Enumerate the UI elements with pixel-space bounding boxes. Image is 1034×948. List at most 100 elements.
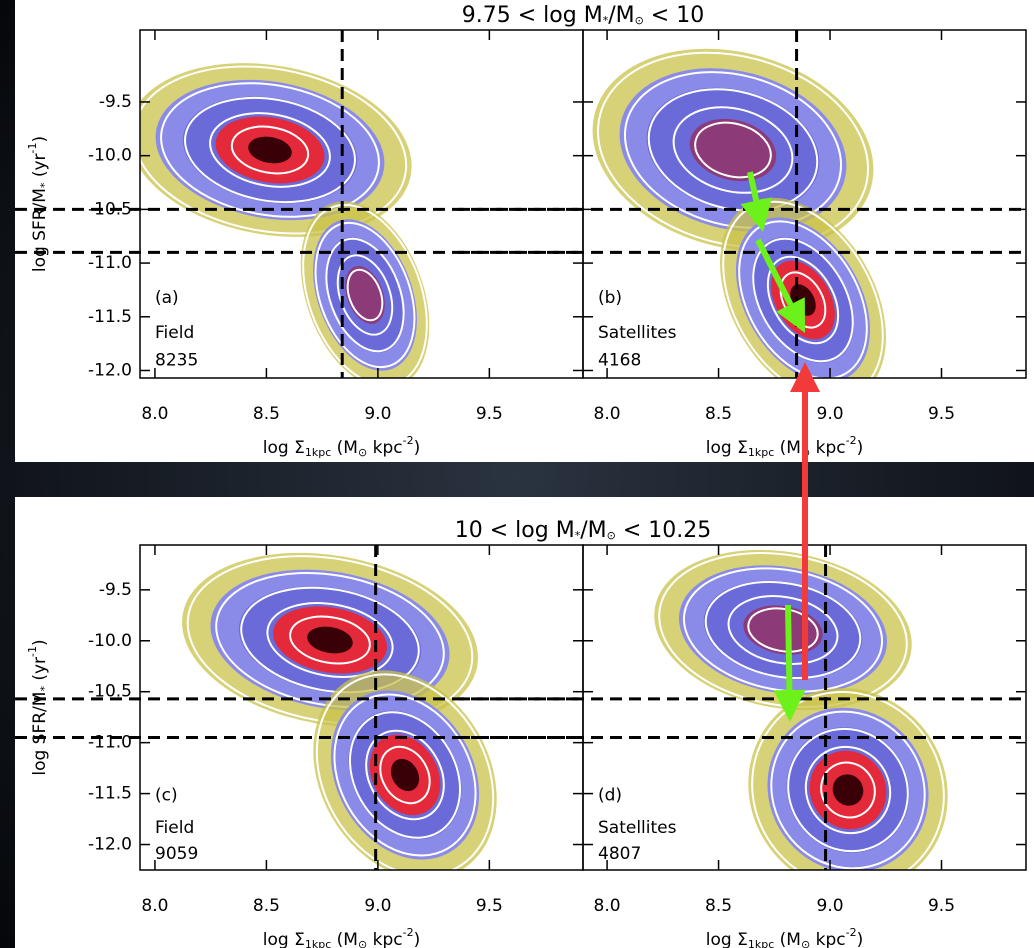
text-part: *	[575, 529, 581, 542]
text-part: kpc	[367, 930, 402, 948]
contour	[770, 710, 926, 870]
text-part: *	[38, 686, 51, 692]
x-axis-title: log Σ1kpc​ (M⊙​ kpc-2​)	[263, 434, 420, 459]
contour	[160, 82, 380, 218]
text-part: 10 < log M	[455, 518, 575, 543]
contour	[346, 268, 384, 322]
x-axis-title: log Σ1kpc​ (M⊙​ kpc-2​)	[706, 434, 863, 459]
panel-count: 8235	[155, 351, 198, 371]
x-axis-title: log Σ1kpc​ (M⊙​ kpc-2​)	[706, 926, 863, 948]
text-part: log Σ	[263, 930, 305, 948]
contour	[140, 65, 408, 235]
text-part: -2	[846, 926, 857, 939]
y-tick-label: -10.0	[88, 146, 132, 166]
contour	[289, 615, 371, 665]
density-peak	[307, 626, 353, 654]
y-tick-label: -11.0	[88, 733, 132, 753]
contour	[184, 96, 356, 204]
text-part: (yr	[30, 657, 50, 686]
chart-title: 9.75 < log M*​/M⊙​ < 10	[462, 3, 704, 28]
arrow-shaft	[785, 604, 793, 691]
x-tick-label: 8.5	[253, 404, 280, 424]
text-part: (M	[774, 438, 801, 458]
y-axis-title: log SFR/M*​ (yr-1​)	[26, 639, 51, 775]
text-part: 1kpc	[305, 938, 331, 948]
contour	[314, 221, 416, 369]
text-part: 9.75 < log M	[462, 3, 603, 28]
contour	[186, 555, 474, 725]
text-part: 1kpc	[748, 938, 774, 948]
text-part: log SFR/M	[30, 188, 50, 272]
text-part: (M	[331, 930, 358, 948]
x-tick-label: 8.0	[141, 404, 168, 424]
contour	[209, 112, 331, 188]
density-map	[140, 63, 430, 378]
text-part: kpc	[810, 930, 845, 948]
chart-title: 10 < log M*​/M⊙​ < 10.25	[455, 518, 711, 543]
text-part: 1kpc	[748, 446, 774, 459]
x-tick-label: 8.5	[705, 404, 732, 424]
contour	[240, 586, 420, 694]
x-tick-label: 9.5	[476, 404, 503, 424]
y-tick-label: -10.0	[88, 631, 132, 651]
contour	[658, 552, 908, 708]
contour	[766, 255, 840, 345]
contour	[787, 727, 909, 853]
x-axis-title: log Σ1kpc​ (M⊙​ kpc-2​)	[263, 926, 420, 948]
text-part: -2	[846, 434, 857, 447]
y-tick-label: -11.5	[88, 307, 132, 327]
panel-label: (b)	[598, 288, 622, 308]
x-tick-label: 9.0	[817, 896, 844, 916]
contour	[694, 121, 772, 179]
text-part: kpc	[810, 438, 845, 458]
text-part: (M	[774, 930, 801, 948]
panel-sample: Field	[155, 323, 194, 343]
density-peak	[390, 758, 420, 792]
text-part: ⊙	[358, 938, 367, 948]
contour	[682, 567, 884, 693]
density-map	[182, 552, 497, 870]
contour	[752, 237, 854, 363]
text-part: (yr	[30, 153, 50, 182]
arrow-shaft	[747, 171, 760, 202]
x-tick-label: 9.5	[928, 896, 955, 916]
panel-count: 4807	[598, 844, 641, 864]
y-axis-title: log SFR/M*​ (yr-1​)	[26, 136, 51, 272]
text-part: /M	[608, 3, 634, 28]
arrows	[740, 171, 820, 722]
contour	[230, 125, 310, 175]
x-tick-label: 8.0	[141, 896, 168, 916]
density-peak	[248, 136, 292, 164]
panel-count: 9059	[155, 844, 198, 864]
contour	[325, 237, 405, 353]
x-tick-label: 8.0	[594, 896, 621, 916]
contour	[596, 51, 870, 249]
x-tick-label: 9.0	[364, 896, 391, 916]
density-peak	[832, 774, 864, 806]
density-map	[654, 549, 948, 870]
text-part: -2	[403, 926, 414, 939]
contour	[302, 203, 428, 378]
y-tick-label: -12.0	[88, 360, 132, 380]
text-part: < 10	[644, 3, 704, 28]
x-tick-label: 9.0	[364, 404, 391, 424]
density-core	[689, 118, 777, 182]
y-tick-label: -9.5	[99, 580, 132, 600]
y-tick-label: -10.5	[88, 682, 132, 702]
text-part: )	[30, 639, 50, 646]
panel-label: (a)	[155, 288, 179, 308]
contour	[266, 602, 394, 678]
contour	[215, 571, 445, 709]
figure-top	[15, 0, 1034, 462]
text-part: log SFR/M	[30, 692, 50, 776]
text-part: /M	[580, 518, 606, 543]
text-part: log Σ	[706, 930, 748, 948]
y-tick-label: -11.0	[88, 253, 132, 273]
text-part: *	[38, 182, 51, 188]
y-tick-label: -9.5	[99, 92, 132, 112]
text-part: -1	[26, 142, 39, 153]
panel-label: (d)	[598, 785, 622, 805]
contour	[820, 761, 876, 819]
contour	[704, 580, 862, 680]
contour	[727, 595, 839, 665]
